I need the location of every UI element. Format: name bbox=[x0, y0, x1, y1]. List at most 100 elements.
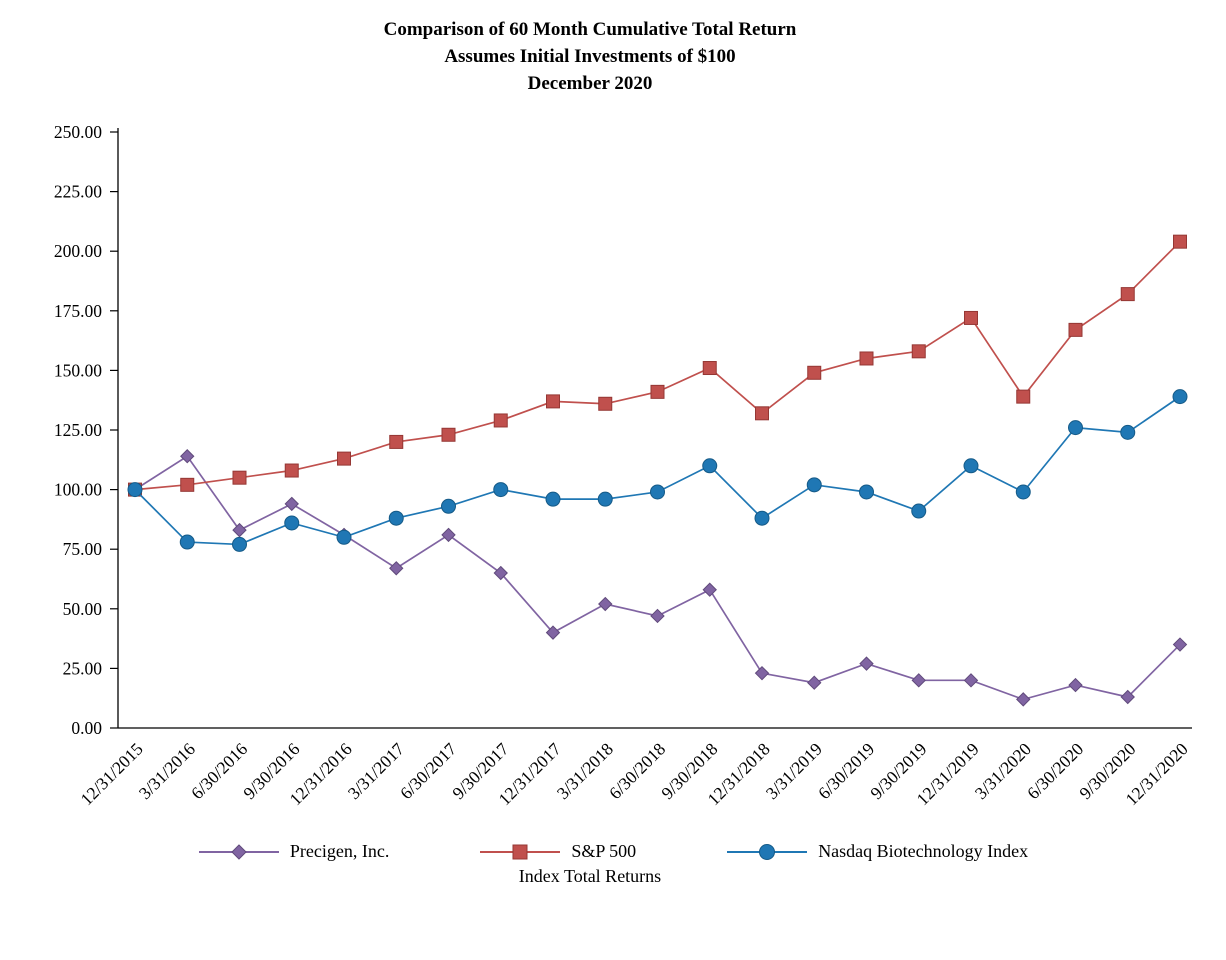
data-point-marker bbox=[1172, 389, 1188, 405]
x-tick-label: 6/30/2017 bbox=[396, 739, 461, 804]
data-point-marker bbox=[650, 484, 665, 500]
data-point-marker bbox=[1015, 484, 1031, 500]
legend-item-sp500: S&P 500 bbox=[479, 841, 636, 862]
data-point-marker bbox=[127, 482, 143, 498]
data-point-marker bbox=[702, 458, 718, 474]
data-point-marker bbox=[441, 498, 456, 514]
y-tick-label: 125.00 bbox=[54, 420, 102, 440]
data-point-marker bbox=[806, 477, 822, 493]
data-point-marker bbox=[1120, 689, 1135, 705]
x-tick-label: 3/31/2019 bbox=[762, 739, 827, 804]
x-tick-label: 3/31/2018 bbox=[553, 739, 618, 804]
data-point-marker bbox=[598, 596, 613, 612]
series-line bbox=[134, 241, 1181, 491]
data-point-marker bbox=[1068, 677, 1083, 693]
y-tick-label: 175.00 bbox=[54, 301, 102, 321]
data-point-marker bbox=[1016, 692, 1031, 707]
y-axis-ticks: 0.00 25.00 50.00 75.00 100.00 125.00 150.00 175… bbox=[54, 122, 118, 738]
data-point-marker bbox=[754, 510, 770, 526]
data-point-marker bbox=[702, 361, 717, 376]
data-point-marker bbox=[911, 503, 927, 519]
x-axis-labels: 12/31/20153/31/20166/30/20169/30/201612/… bbox=[76, 739, 1192, 810]
data-point-marker bbox=[389, 561, 404, 576]
data-point-marker bbox=[232, 470, 247, 485]
data-point-marker bbox=[650, 608, 665, 624]
chart-title-line3: December 2020 bbox=[527, 73, 653, 94]
x-tick-label: 6/30/2019 bbox=[814, 739, 879, 804]
y-tick-label: 200.00 bbox=[54, 241, 102, 261]
legend-label-nasdaq-biotech: Nasdaq Biotechnology Index bbox=[818, 841, 1029, 861]
data-point-marker bbox=[1068, 420, 1083, 436]
data-point-marker bbox=[807, 365, 822, 380]
legend-item-precigen: Precigen, Inc. bbox=[198, 841, 389, 862]
data-point-marker bbox=[1172, 637, 1188, 652]
axes bbox=[117, 128, 1192, 729]
chart-title-line1: Comparison of 60 Month Cumulative Total … bbox=[383, 19, 797, 40]
chart-title-line2: Assumes Initial Investments of $100 bbox=[444, 46, 736, 67]
series-s-p-500 bbox=[128, 234, 1187, 497]
data-point-marker bbox=[964, 310, 978, 325]
data-point-marker bbox=[702, 582, 717, 597]
y-tick-label: 50.00 bbox=[63, 599, 103, 619]
data-point-marker bbox=[284, 463, 299, 478]
data-point-marker bbox=[179, 534, 195, 550]
x-tick-label: 3/31/2017 bbox=[344, 739, 409, 804]
data-point-marker bbox=[650, 384, 665, 399]
series-precigen-inc bbox=[127, 449, 1188, 707]
chart-title: Comparison of 60 Month Cumulative Total … bbox=[0, 0, 1180, 97]
circle-marker-icon bbox=[727, 843, 808, 860]
x-tick-label: 3/31/2016 bbox=[135, 739, 200, 804]
square-marker-icon bbox=[480, 844, 561, 859]
y-tick-label: 25.00 bbox=[63, 658, 103, 678]
data-point-marker bbox=[388, 510, 404, 526]
data-point-marker bbox=[755, 406, 769, 421]
data-point-marker bbox=[284, 515, 300, 531]
data-point-marker bbox=[441, 427, 456, 442]
data-point-marker bbox=[597, 491, 613, 507]
legend-footer-text: Index Total Returns bbox=[518, 866, 662, 886]
data-point-marker bbox=[1173, 234, 1187, 249]
line-chart-plot: 0.00 25.00 50.00 75.00 100.00 125.00 150.00 175… bbox=[54, 122, 1192, 810]
data-point-marker bbox=[1016, 389, 1031, 404]
data-point-marker bbox=[598, 396, 613, 411]
data-point-marker bbox=[1120, 424, 1136, 440]
data-point-marker bbox=[284, 496, 299, 512]
data-point-marker bbox=[180, 477, 195, 492]
data-point-marker bbox=[859, 656, 874, 671]
legend-item-nasdaq-biotech: Nasdaq Biotechnology Index bbox=[726, 841, 1028, 862]
data-point-marker bbox=[337, 451, 351, 466]
data-point-marker bbox=[807, 675, 822, 690]
data-point-marker bbox=[545, 625, 561, 640]
chart-legend: Precigen, Inc. S&P 500 Nasdaq Biotechnol… bbox=[0, 841, 1226, 862]
data-point-marker bbox=[963, 673, 979, 688]
data-point-marker bbox=[963, 458, 979, 474]
legend-label-sp500: S&P 500 bbox=[571, 841, 637, 861]
y-tick-label: 225.00 bbox=[54, 182, 102, 202]
data-point-marker bbox=[754, 665, 770, 681]
y-tick-label: 100.00 bbox=[54, 480, 102, 500]
data-point-marker bbox=[441, 527, 456, 543]
x-tick-label: 6/30/2016 bbox=[187, 739, 252, 804]
x-tick-label: 6/30/2018 bbox=[605, 739, 670, 804]
data-point-marker bbox=[232, 522, 247, 538]
y-tick-label: 150.00 bbox=[54, 360, 102, 380]
x-tick-label: 3/31/2020 bbox=[971, 739, 1036, 804]
data-point-marker bbox=[389, 434, 404, 449]
data-point-marker bbox=[546, 394, 560, 409]
data-point-marker bbox=[1068, 322, 1083, 337]
data-point-marker bbox=[180, 449, 195, 464]
plot-area-wrapper: 0.00 25.00 50.00 75.00 100.00 125.00 150.00 175… bbox=[0, 97, 1226, 839]
data-point-marker bbox=[493, 482, 509, 498]
legend-label-precigen: Precigen, Inc. bbox=[289, 841, 390, 861]
diamond-marker-icon bbox=[198, 843, 279, 860]
data-point-marker bbox=[493, 565, 508, 581]
y-tick-label: 250.00 bbox=[54, 122, 102, 142]
data-point-marker bbox=[493, 413, 508, 428]
data-point-marker bbox=[859, 484, 874, 500]
x-tick-label: 12/31/2015 bbox=[76, 739, 147, 810]
x-tick-label: 6/30/2020 bbox=[1023, 739, 1088, 804]
y-tick-label: 0.00 bbox=[71, 718, 102, 738]
data-point-marker bbox=[1120, 287, 1135, 302]
series-nasdaq-biotechnology-index bbox=[127, 389, 1188, 552]
data-point-marker bbox=[232, 536, 247, 552]
